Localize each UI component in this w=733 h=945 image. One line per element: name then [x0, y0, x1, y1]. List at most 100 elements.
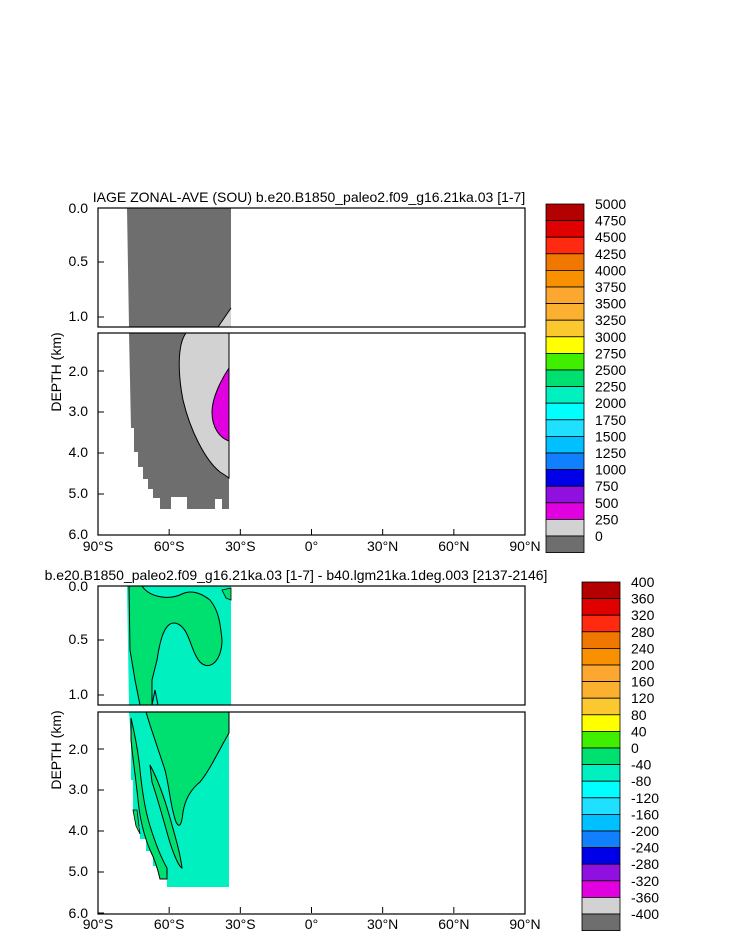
- panel1-colorbar-label-10: 2500: [595, 362, 626, 378]
- panel1-colorbar-box-7: [545, 319, 585, 338]
- panel2-colorbar-box-0: [581, 581, 621, 600]
- panel2-colorbar-box-16: [581, 847, 621, 865]
- panel2-colorbar-box-10: [581, 747, 621, 766]
- panel2-colorbar-box-5: [581, 664, 621, 683]
- panel1-colorbar-label-0: 5000: [595, 196, 626, 212]
- panel1-colorbar-box-11: [545, 386, 585, 404]
- panel2-colorbar-label-13: -120: [631, 790, 659, 806]
- panel1-colorbar-label-6: 3500: [595, 296, 626, 312]
- panel2-colorbar-box-19: [581, 897, 621, 915]
- panel2-colorbar-label-15: -200: [631, 823, 659, 839]
- panel2-colorbar-label-1: 360: [631, 591, 655, 607]
- panel2-colorbar-label-19: -360: [631, 889, 659, 905]
- panel2-upper-plot: [97, 585, 526, 706]
- panel2-region-0-40-lower-strip3: [132, 809, 141, 835]
- panel1-ytick-4: 3.0: [69, 403, 89, 419]
- panel2-ytick-2: 1.0: [69, 686, 89, 702]
- panel2-region-0-40-corner: [221, 587, 232, 601]
- panel2-colorbar-box-13: [581, 797, 621, 815]
- panel1-colorbar-box-15: [545, 452, 585, 471]
- panel2-colorbar-box-11: [581, 764, 621, 782]
- panel2-colorbar-label-2: 320: [631, 607, 655, 623]
- panel2-colorbar-label-11: -40: [631, 757, 651, 773]
- panel2-y-axis: 0.0 0.5 1.0 2.0 3.0 4.0 5.0 6.0: [69, 578, 104, 921]
- panel2-colorbar-box-12: [581, 780, 621, 799]
- panel1-x-axis: 90°S 60°S 30°S 0° 30°N 60°N 90°N: [83, 529, 541, 554]
- panel2-colorbar-box-4: [581, 648, 621, 666]
- panel1-colorbar-box-6: [545, 303, 585, 321]
- panel1-colorbar-box-9: [545, 352, 585, 371]
- panel1-colorbar-box-13: [545, 419, 585, 437]
- panel1-colorbar-box-17: [545, 485, 585, 504]
- panel1-colorbar-box-10: [545, 369, 585, 388]
- panel1-upper-plot: [97, 207, 526, 328]
- panel-iage: IAGE ZONAL-AVE (SOU) b.e20.B1850_paleo2.…: [48, 189, 626, 554]
- panel1-colorbar-box-20: [545, 535, 585, 554]
- panel2-colorbar-box-8: [581, 714, 621, 732]
- panel2-ytick-6: 5.0: [69, 863, 89, 879]
- panel1-upper-frame: [97, 207, 526, 328]
- panel1-ytick-2: 1.0: [69, 308, 89, 324]
- panel2-ytick-1: 0.5: [69, 631, 89, 647]
- panel1-lower-plot: [97, 332, 526, 536]
- panel1-colorbar-label-11: 2250: [595, 379, 626, 395]
- panel1-colorbar-label-2: 4500: [595, 229, 626, 245]
- panel2-colorbar-box-14: [581, 814, 621, 832]
- panel2-title: b.e20.B1850_paleo2.f09_g16.21ka.03 [1-7]…: [45, 567, 548, 583]
- panel1-colorbar-box-19: [545, 519, 585, 537]
- panel1-colorbar-label-16: 1000: [595, 462, 626, 478]
- panel1-colorbar-label-18: 500: [595, 495, 619, 511]
- panel2-lower-frame: [97, 711, 526, 915]
- panel1-colorbar-label-13: 1750: [595, 412, 626, 428]
- panel2-upper-frame: [97, 585, 526, 706]
- panel1-colorbar-box-3: [545, 253, 585, 271]
- panel2-ytick-5: 4.0: [69, 822, 89, 838]
- panel2-colorbar: 40036032028024020016012080400-40-80-120-…: [581, 574, 659, 932]
- panel2-colorbar-box-20: [581, 913, 621, 932]
- panel1-colorbar-box-18: [545, 502, 585, 520]
- panel2-ytick-0: 0.0: [69, 578, 89, 594]
- panel2-xtick-2: 30°S: [225, 916, 256, 932]
- panel1-ytick-0: 0.0: [69, 200, 89, 216]
- panel1-colorbar-label-7: 3250: [595, 312, 626, 328]
- panel1-colorbar: 5000475045004250400037503500325030002750…: [545, 196, 626, 554]
- panel2-colorbar-box-9: [581, 731, 621, 749]
- panel2-colorbar-box-1: [581, 598, 621, 616]
- panel2-colorbar-label-18: -320: [631, 873, 659, 889]
- panel1-ytick-5: 4.0: [69, 444, 89, 460]
- panel1-xtick-5: 60°N: [438, 538, 469, 554]
- panel1-colorbar-box-5: [545, 286, 585, 305]
- panel2-colorbar-box-3: [581, 631, 621, 649]
- panel2-lower-plot: [97, 711, 526, 915]
- panel2-colorbar-box-18: [581, 880, 621, 898]
- panel2-colorbar-label-4: 240: [631, 640, 655, 656]
- panel2-region-0-40-upper: [128, 585, 223, 706]
- panel1-region-500-750-lower: [211, 366, 230, 442]
- panel1-ytick-3: 2.0: [69, 363, 89, 379]
- panel2-xtick-6: 90°N: [509, 916, 540, 932]
- panel1-colorbar-label-19: 250: [595, 511, 619, 527]
- panel2-ytick-3: 2.0: [69, 741, 89, 757]
- panel1-colorbar-box-8: [545, 336, 585, 354]
- panel1-colorbar-box-2: [545, 236, 585, 255]
- panel2-x-axis: 90°S 60°S 30°S 0° 30°N 60°N 90°N: [83, 907, 541, 932]
- panel1-colorbar-box-4: [545, 269, 585, 288]
- panel1-ytick-7: 6.0: [69, 526, 89, 542]
- panel2-xtick-3: 0°: [305, 916, 318, 932]
- panel2-colorbar-box-17: [581, 863, 621, 882]
- panel2-colorbar-label-14: -160: [631, 806, 659, 822]
- panel2-colorbar-label-6: 160: [631, 674, 655, 690]
- panel2-xtick-4: 30°N: [367, 916, 398, 932]
- panel2-xtick-1: 60°S: [154, 916, 185, 932]
- panel2-colorbar-label-9: 40: [631, 723, 647, 739]
- panel2-region-0-40-lower-main: [145, 711, 230, 826]
- panel1-xtick-1: 60°S: [154, 538, 185, 554]
- panel1-xtick-6: 90°N: [509, 538, 540, 554]
- panel2-colorbar-box-15: [581, 830, 621, 849]
- panel1-ytick-1: 0.5: [69, 253, 89, 269]
- panel1-colorbar-box-0: [545, 203, 585, 222]
- panel1-colorbar-box-16: [545, 469, 585, 487]
- panel1-colorbar-label-3: 4250: [595, 246, 626, 262]
- panel1-colorbar-label-1: 4750: [595, 213, 626, 229]
